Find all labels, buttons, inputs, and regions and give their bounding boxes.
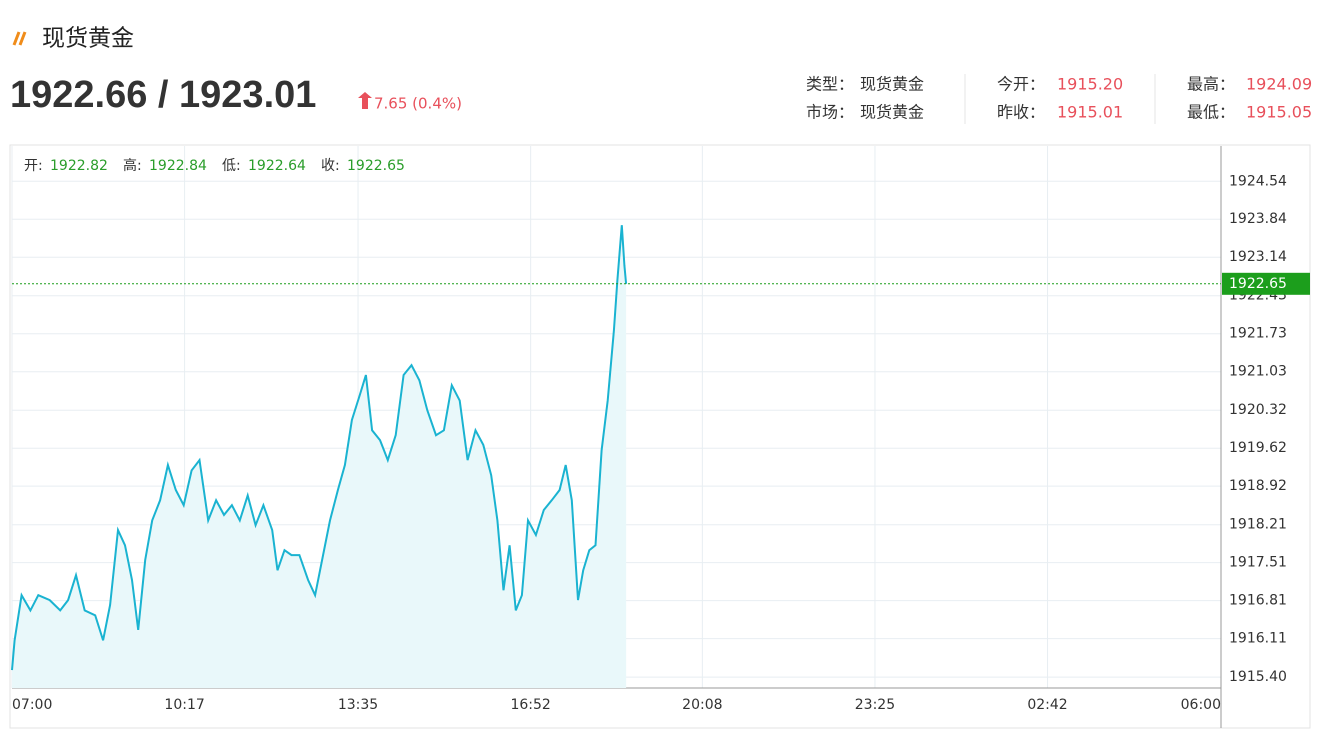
y-tick-label: 1916.81 [1229,593,1287,609]
current-tag [1222,272,1310,295]
x-tick-label: 06:00 [1181,697,1221,713]
price-line [11,225,628,671]
info-label: 今开： [997,75,1045,94]
ohlc-label: 收: [321,158,340,174]
area [12,225,627,688]
y-tick-label: 1919.62 [1229,440,1287,456]
logo [12,31,27,46]
info-label: 昨收： [997,103,1045,122]
y-tick-label: 1923.84 [1229,211,1287,227]
y-tick-label: 1923.14 [1229,249,1287,265]
info-value: 1915.20 [1057,75,1123,94]
info-label: 市场： [806,103,854,122]
y-tick-label: 1918.21 [1229,517,1287,533]
x-tick-label: 20:08 [682,697,722,713]
info-value: 现货黄金 [860,75,924,94]
x-tick-label: 10:17 [164,697,204,713]
ohlc-value: 1922.82 [50,158,108,174]
y-tick-label: 1921.73 [1229,326,1287,342]
chart-frame [9,144,1311,729]
ohlc-label: 低: [222,158,241,174]
x-tick-label: 13:35 [338,697,378,713]
info-label: 最高： [1187,75,1235,94]
info-value: 现货黄金 [860,103,924,122]
change: 7.65 (0.4%) [374,95,462,113]
x-tick-label: 16:52 [510,697,550,713]
info-value: 1915.01 [1057,103,1123,122]
y-tick-label: 1924.54 [1229,173,1287,189]
info-label: 类型： [806,75,854,94]
info-value: 1915.05 [1246,103,1312,122]
ohlc-value: 1922.64 [248,158,306,174]
y-tick-label: 1916.11 [1229,631,1287,647]
y-tick-label: 1920.32 [1229,402,1287,418]
x-tick-label: 07:00 [12,697,52,713]
info-value: 1924.09 [1246,75,1312,94]
info-label: 最低： [1187,103,1235,122]
ohlc-label: 高: [123,157,142,174]
y-tick-label: 1915.40 [1229,669,1287,685]
up-arrow [358,92,372,109]
current-label: 1922.65 [1229,276,1287,292]
y-tick-label: 1917.51 [1229,555,1287,571]
x-tick-label: 02:42 [1027,697,1067,713]
x-tick-label: 23:25 [855,697,895,713]
y-tick-label: 1918.92 [1229,478,1287,494]
price: 1922.66 / 1923.01 [10,74,316,116]
title: 现货黄金 [42,26,134,52]
y-tick-label: 1921.03 [1229,364,1287,380]
ohlc-label: 开: [24,158,43,174]
ohlc-value: 1922.65 [347,158,405,174]
ohlc-value: 1922.84 [149,158,207,174]
